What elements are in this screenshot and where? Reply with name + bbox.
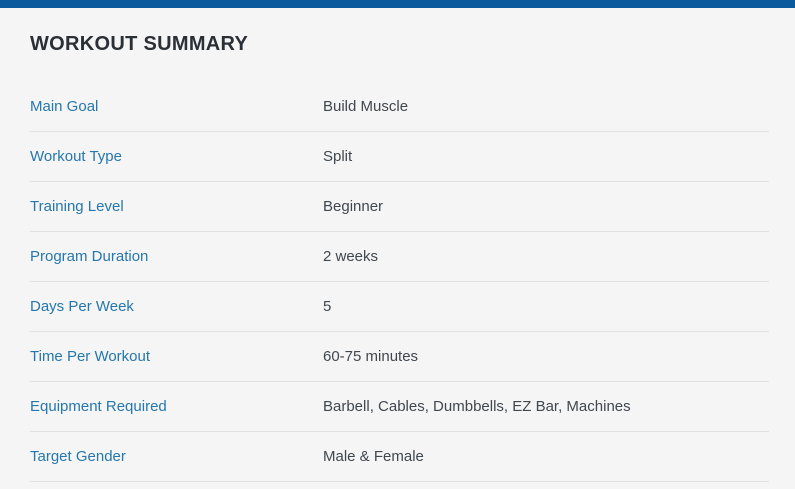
table-row: Days Per Week 5 <box>30 282 769 332</box>
table-row: Training Level Beginner <box>30 182 769 232</box>
summary-row-value: Beginner <box>323 198 384 215</box>
summary-row-label: Main Goal <box>30 98 99 115</box>
summary-row-value: Build Muscle <box>323 98 409 115</box>
summary-row-label: Training Level <box>30 198 124 215</box>
table-row: Target Gender Male & Female <box>30 432 769 482</box>
summary-row-label: Equipment Required <box>30 398 167 415</box>
table-row: Main Goal Build Muscle <box>30 82 769 132</box>
summary-row-value: Split <box>323 148 353 165</box>
table-row: Workout Type Split <box>30 132 769 182</box>
summary-row-value: 2 weeks <box>323 248 379 265</box>
summary-row-label: Workout Type <box>30 148 122 165</box>
table-row: Program Duration 2 weeks <box>30 232 769 282</box>
workout-summary-section: WORKOUT SUMMARY Main Goal Build Muscle W… <box>0 30 795 482</box>
summary-row-value: 60-75 minutes <box>323 348 419 365</box>
summary-row-label: Target Gender <box>30 448 126 465</box>
summary-row-label: Days Per Week <box>30 298 134 315</box>
summary-row-label: Program Duration <box>30 248 149 265</box>
workout-summary-table: Main Goal Build Muscle Workout Type Spli… <box>30 82 769 482</box>
summary-row-value: 5 <box>323 298 332 315</box>
summary-row-value: Male & Female <box>323 448 424 465</box>
summary-row-label: Time Per Workout <box>30 348 151 365</box>
summary-row-value: Barbell, Cables, Dumbbells, EZ Bar, Mach… <box>323 398 631 415</box>
table-row: Time Per Workout 60-75 minutes <box>30 332 769 382</box>
top-accent-bar <box>0 0 795 8</box>
table-row: Equipment Required Barbell, Cables, Dumb… <box>30 382 769 432</box>
page-title: WORKOUT SUMMARY <box>30 33 249 55</box>
